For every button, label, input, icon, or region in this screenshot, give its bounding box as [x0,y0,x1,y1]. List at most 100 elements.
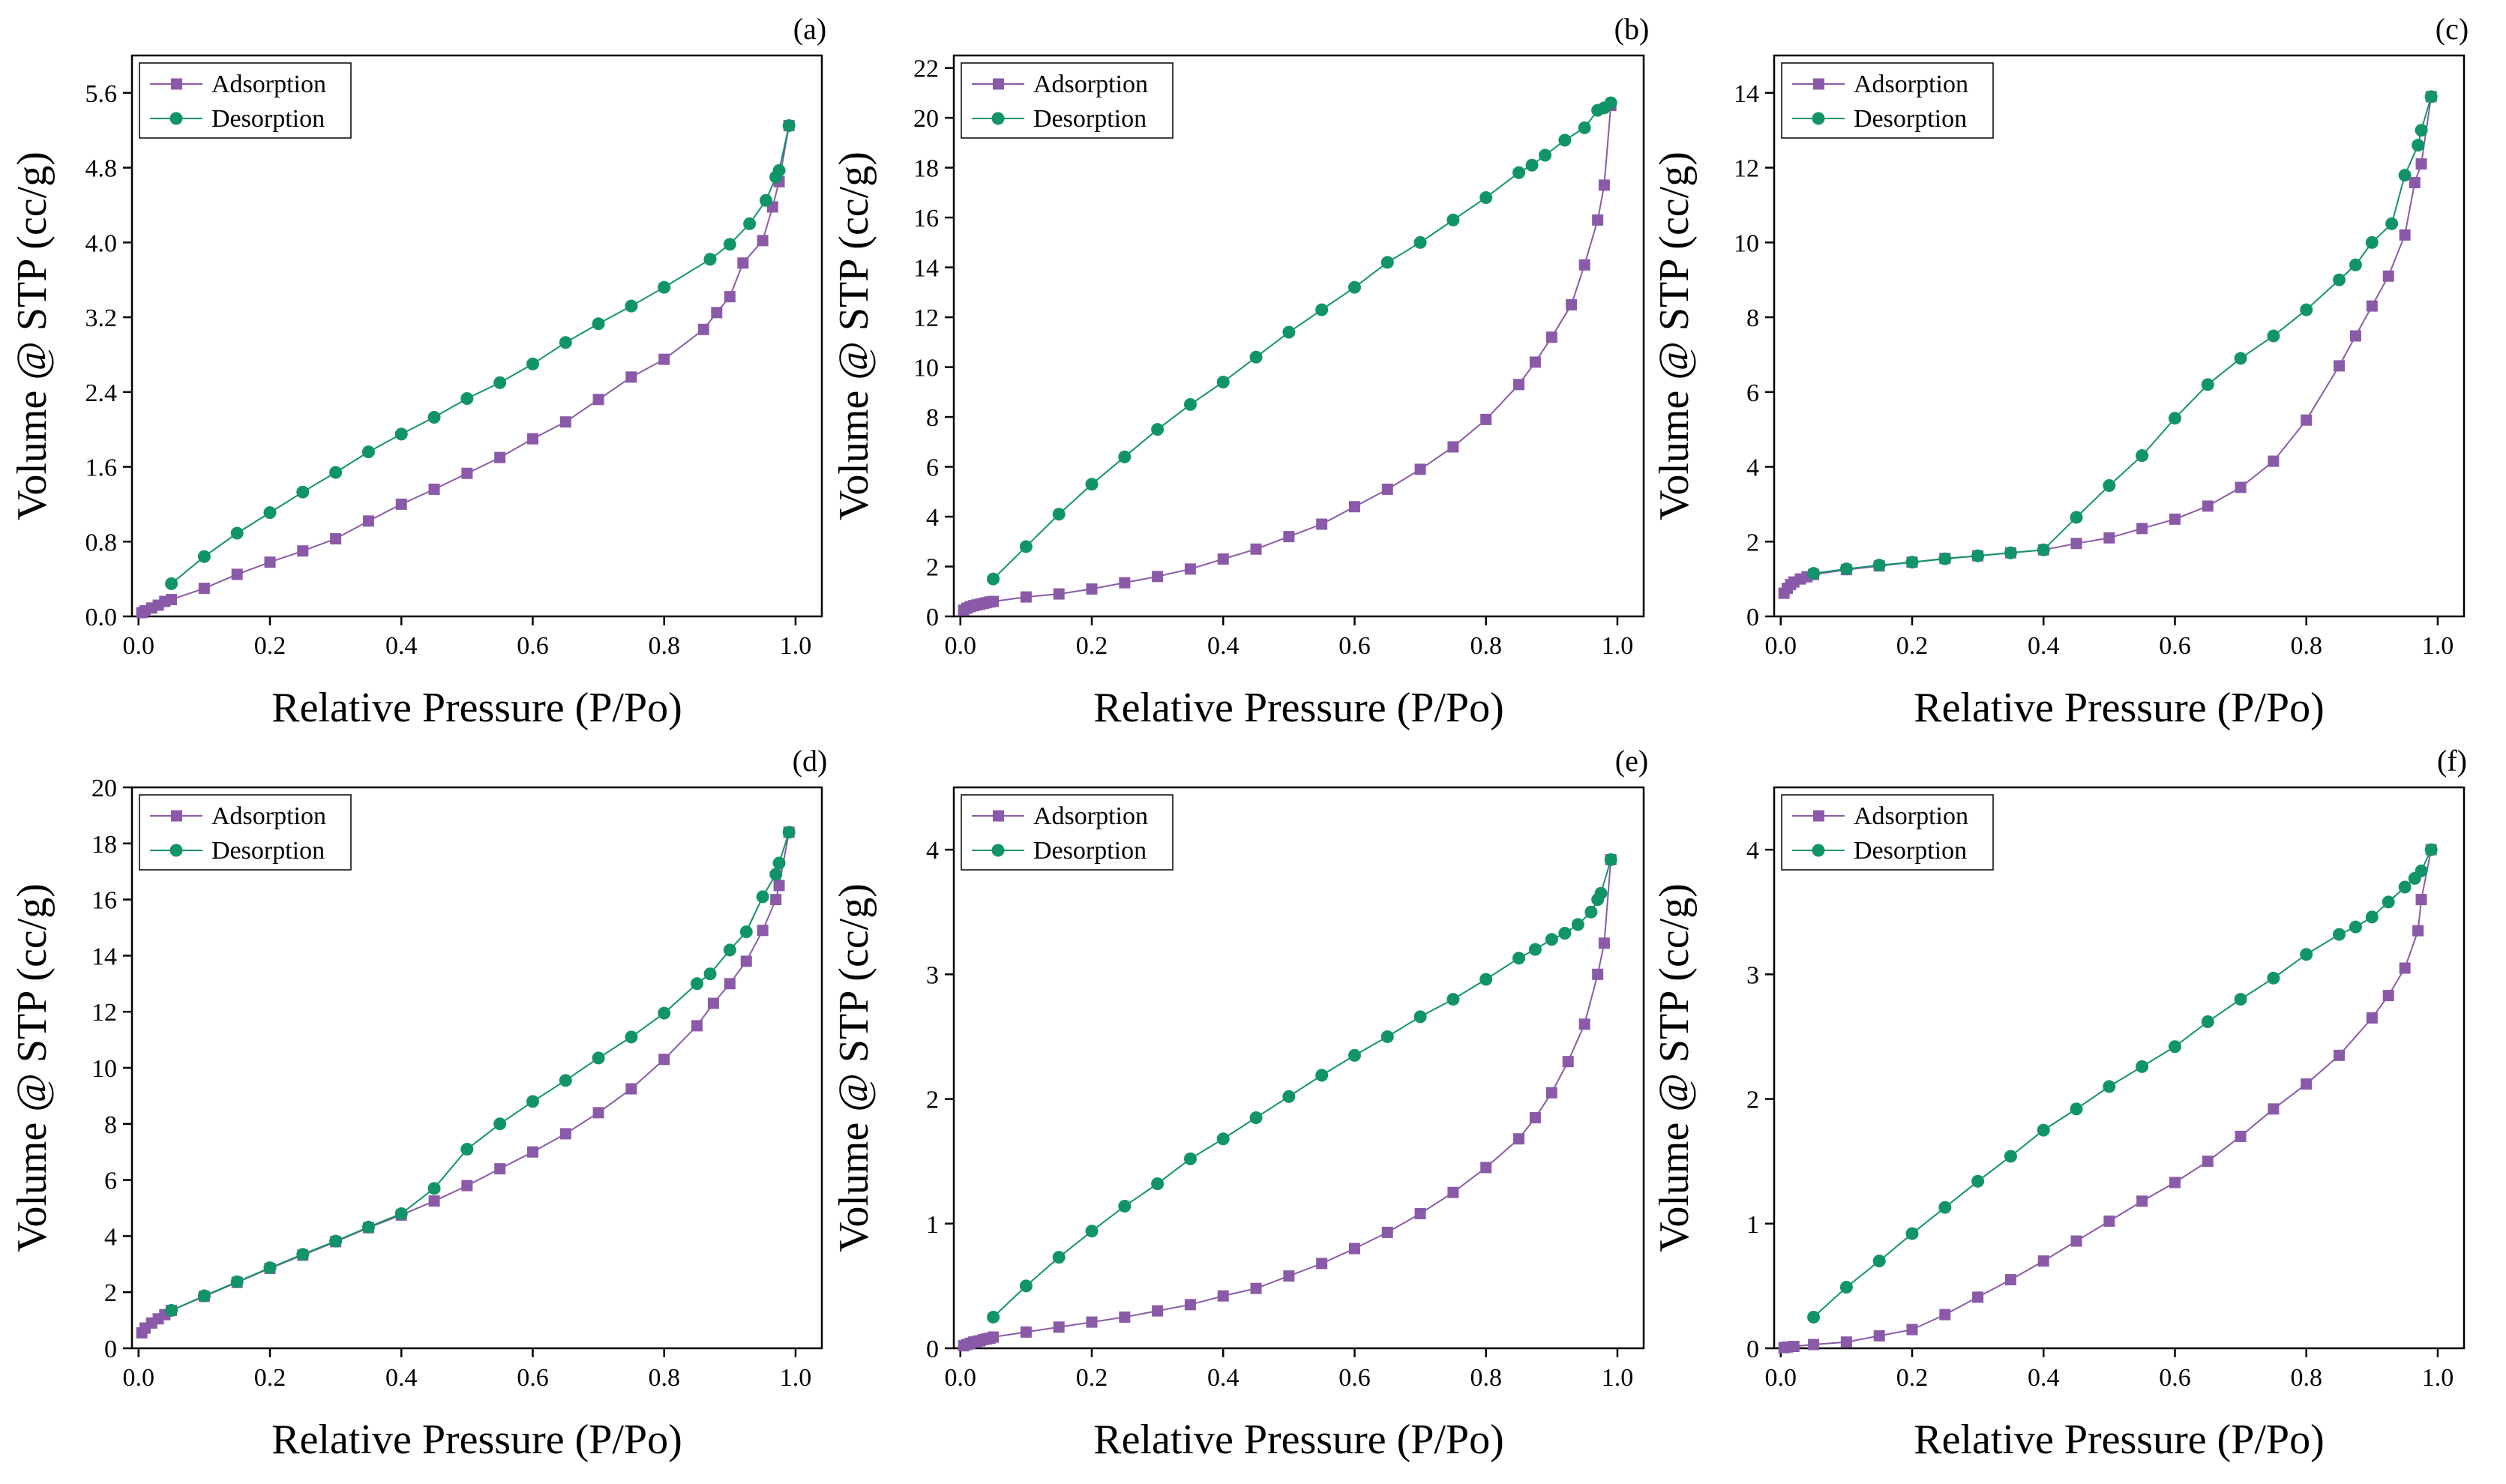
desorption-point [2365,910,2379,924]
x-tick-label: 0.4 [1207,632,1240,660]
desorption-point [1905,1227,1919,1240]
adsorption-point [625,371,637,383]
desorption-point [1872,1255,1886,1268]
x-tick-label: 1.0 [1602,632,1634,660]
x-tick-label: 0.4 [385,632,418,660]
adsorption-point [1545,331,1557,343]
y-axis-label: Volume @ STP (cc/g) [9,883,55,1252]
adsorption-point [198,583,210,595]
desorption-point [165,577,178,590]
desorption-point [772,856,786,870]
adsorption-point [2399,229,2411,241]
desorption-point [296,485,310,499]
y-tick-label: 0.8 [85,529,118,556]
adsorption-line [1783,849,2433,1349]
legend: Adsorption Desorption [1781,794,1994,871]
adsorption-point [1020,591,1032,603]
x-tick-label: 1.0 [2422,1364,2454,1392]
desorption-point [1971,1174,1985,1188]
adsorption-point [711,307,723,319]
adsorption-point [737,257,749,269]
desorption-point [329,466,343,479]
desorption-point [263,506,277,520]
desorption-point [2168,412,2181,425]
adsorption-point [2136,523,2148,535]
y-tick-label: 18 [913,155,939,183]
desorption-point [1512,166,1526,179]
desorption-point [1807,567,1821,580]
desorption-point [2037,1123,2050,1137]
adsorption-point [231,568,243,580]
adsorption-point [2202,1156,2214,1168]
desorption-point [1512,952,1526,965]
legend-entry: Desorption [1854,105,1967,133]
y-axis-label: Volume @ STP (cc/g) [831,883,877,1252]
desorption-point [329,1234,343,1248]
desorption-line [171,832,790,1312]
adsorption-point [740,955,752,967]
legend-circle-marker [1812,844,1825,857]
y-tick-label: 1.6 [85,454,118,482]
y-tick-label: 0 [1746,1336,1759,1363]
desorption-point [1604,853,1617,866]
legend: Adsorption Desorption [961,794,1174,871]
y-tick-label: 1 [926,1211,939,1239]
adsorption-point [1414,463,1426,475]
desorption-point [2415,864,2428,877]
adsorption-point [264,556,276,568]
adsorption-point [773,880,785,892]
desorption-point [394,427,408,441]
adsorption-point [988,1331,1000,1343]
legend-square-marker [993,810,1004,822]
plot-frame [1773,786,2466,1350]
adsorption-point [559,416,571,428]
y-tick-label: 0 [926,1336,939,1363]
adsorption-point [1578,1018,1590,1030]
desorption-point [760,193,773,207]
adsorption-point [2037,1255,2049,1267]
legend-square-marker [171,810,182,822]
y-axis-label: Volume @ STP (cc/g) [9,151,55,520]
x-tick-label: 0.2 [254,632,286,660]
adsorption-point [1545,1087,1557,1099]
desorption-point [2349,920,2362,934]
desorption-point [526,357,539,370]
adsorption-point [2301,1078,2313,1090]
desorption-point [230,526,244,540]
plot-frame [1773,54,2466,618]
x-tick-label: 0.0 [945,632,977,660]
x-tick-label: 0.2 [254,1364,286,1392]
x-tick-label: 0.8 [648,632,680,660]
desorption-point [1151,423,1165,436]
adsorption-point [1529,356,1541,368]
y-tick-label: 10 [913,355,939,382]
legend-box [961,794,1174,871]
adsorption-point [1562,1056,1574,1068]
desorption-point [723,943,736,957]
adsorption-point [2399,962,2411,974]
legend-entry: Desorption [211,105,325,133]
desorption-point [1216,1132,1230,1146]
desorption-point [2004,1150,2017,1163]
desorption-point [1872,559,1886,572]
desorption-point [1052,1251,1066,1264]
y-tick-label: 8 [104,1111,117,1139]
y-tick-label: 4 [1746,454,1759,482]
x-tick-label: 0.0 [1765,1364,1797,1392]
adsorption-point [2349,330,2361,342]
x-axis-label: Relative Pressure (P/Po) [1914,1417,2324,1463]
y-tick-label: 16 [91,887,117,915]
adsorption-point [592,1107,604,1119]
desorption-point [658,280,671,294]
x-tick-label: 0.6 [517,632,549,660]
panel-label: (b) [1614,12,1650,46]
desorption-point [493,376,507,389]
desorption-point [493,1117,507,1131]
desorption-point [2037,543,2050,556]
legend-circle-marker [169,112,183,125]
adsorption-point [988,595,1000,607]
adsorption-point [1053,588,1065,600]
x-tick-label: 0.6 [1338,1364,1371,1392]
legend-box [961,62,1174,139]
y-tick-label: 0 [1746,604,1759,631]
